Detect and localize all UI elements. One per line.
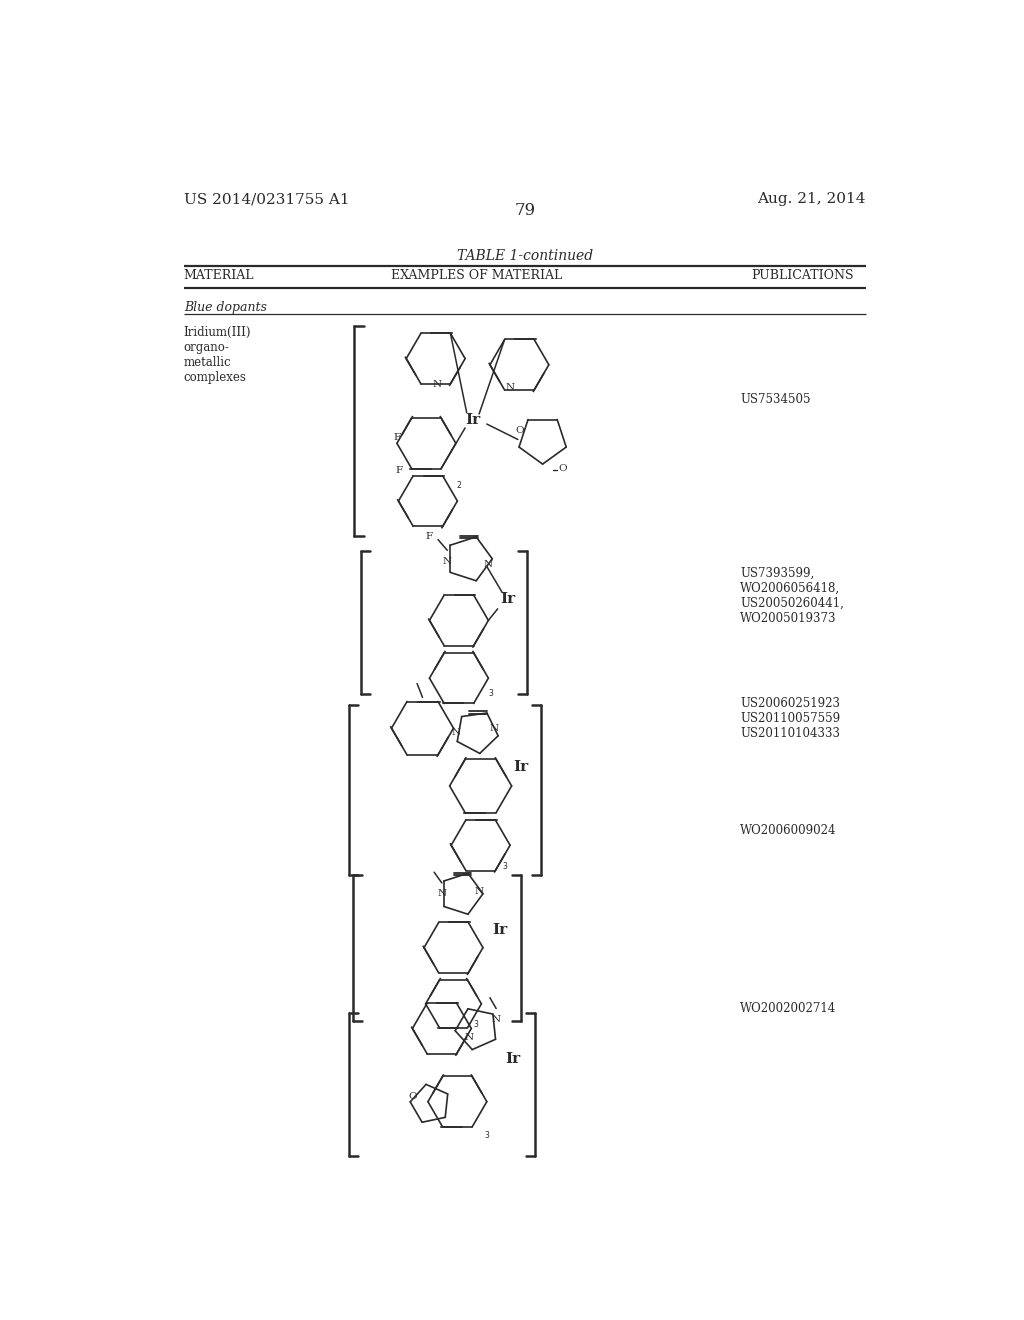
Text: N: N (442, 557, 452, 565)
Text: N: N (465, 1034, 473, 1043)
Text: N: N (433, 380, 441, 388)
Text: Ir: Ir (513, 760, 528, 774)
Text: Ir: Ir (493, 923, 508, 937)
Text: Iridium(III)
organo-
metallic
complexes: Iridium(III) organo- metallic complexes (183, 326, 251, 384)
Text: WO2006009024: WO2006009024 (740, 825, 837, 837)
Text: 79: 79 (514, 202, 536, 219)
Text: US20060251923
US20110057559
US20110104333: US20060251923 US20110057559 US2011010433… (740, 697, 841, 741)
Text: $_3$: $_3$ (503, 861, 509, 873)
Text: N: N (474, 887, 483, 896)
Text: WO2002002714: WO2002002714 (740, 1002, 837, 1015)
Text: Ir: Ir (506, 1052, 521, 1067)
Text: O: O (558, 465, 566, 473)
Text: $_3$: $_3$ (488, 688, 495, 700)
Text: MATERIAL: MATERIAL (183, 269, 254, 282)
Text: $_3$: $_3$ (473, 1019, 479, 1031)
Text: Ir: Ir (465, 413, 480, 428)
Text: PUBLICATIONS: PUBLICATIONS (751, 269, 853, 282)
Text: O: O (409, 1092, 417, 1101)
Text: N: N (490, 723, 499, 733)
Text: N: N (492, 1015, 501, 1024)
Text: EXAMPLES OF MATERIAL: EXAMPLES OF MATERIAL (391, 269, 562, 282)
Text: N: N (506, 383, 515, 392)
Text: N: N (483, 560, 493, 569)
Text: N: N (437, 890, 446, 898)
Text: Ir: Ir (500, 591, 515, 606)
Text: US 2014/0231755 A1: US 2014/0231755 A1 (183, 193, 349, 206)
Text: $_2$: $_2$ (456, 479, 462, 492)
Text: Aug. 21, 2014: Aug. 21, 2014 (758, 193, 866, 206)
Text: N: N (452, 727, 461, 737)
Text: F: F (393, 433, 400, 442)
Text: $_3$: $_3$ (484, 1130, 490, 1143)
Text: F: F (425, 532, 432, 541)
Text: TABLE 1-continued: TABLE 1-continued (457, 249, 593, 263)
Text: Blue dopants: Blue dopants (183, 301, 266, 314)
Text: F: F (395, 466, 402, 475)
Text: O: O (515, 426, 523, 434)
Text: US7393599,
WO2006056418,
US20050260441,
WO2005019373: US7393599, WO2006056418, US20050260441, … (740, 566, 844, 624)
Text: US7534505: US7534505 (740, 393, 811, 407)
